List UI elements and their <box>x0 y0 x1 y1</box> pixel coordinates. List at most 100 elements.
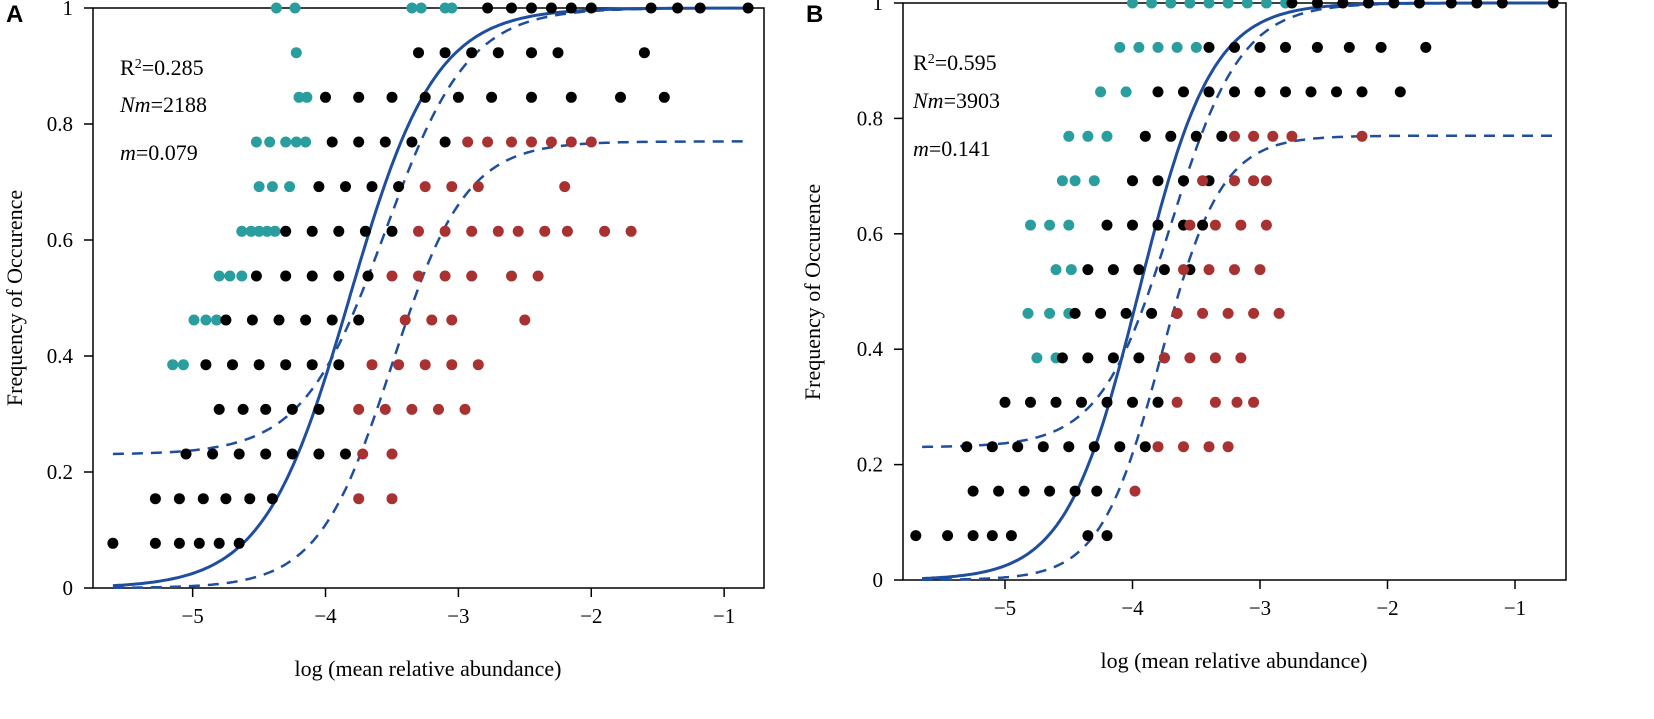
x-tick-label: −3 <box>1249 596 1271 620</box>
data-point-within <box>1229 41 1240 53</box>
x-tick-label: −2 <box>580 604 602 628</box>
data-point-above <box>1044 219 1056 231</box>
data-point-within <box>1394 86 1406 98</box>
data-point-within <box>439 47 451 59</box>
x-tick-label: −5 <box>181 604 203 628</box>
data-point-above <box>253 181 265 193</box>
data-point-within <box>406 136 418 148</box>
data-point-below <box>1171 396 1183 408</box>
data-point-within <box>986 530 998 542</box>
data-point-within <box>220 314 232 326</box>
data-point-within <box>742 2 754 14</box>
axis-ticks: −5 −4 −3 −2 −1 0 0.2 0.4 0.6 0.8 1 <box>47 0 736 628</box>
data-point-below <box>399 314 411 326</box>
data-point-above <box>264 136 276 148</box>
data-point-above <box>1222 0 1234 9</box>
data-point-above <box>1146 0 1158 9</box>
data-point-below <box>1203 441 1215 453</box>
x-tick-label: −4 <box>1121 596 1144 620</box>
data-point-within <box>1082 530 1094 542</box>
data-point-within <box>273 314 285 326</box>
data-point-below <box>393 359 405 371</box>
data-point-below <box>1260 175 1272 187</box>
data-point-within <box>638 47 650 59</box>
data-point-within <box>1471 0 1483 9</box>
data-point-within <box>1337 0 1349 9</box>
data-point-within <box>1343 41 1355 53</box>
data-point-within <box>1063 441 1075 453</box>
data-point-within <box>1088 441 1100 453</box>
data-point-below <box>406 403 418 415</box>
data-point-below <box>1235 219 1247 231</box>
data-point-below <box>439 270 451 282</box>
data-point-within <box>1165 130 1177 142</box>
data-point-within <box>149 493 161 505</box>
data-point-above <box>188 314 200 326</box>
data-point-above <box>250 136 262 148</box>
data-point-within <box>486 91 498 103</box>
x-tick-label: −2 <box>1376 596 1398 620</box>
data-point-above <box>284 181 296 193</box>
data-point-within <box>233 448 245 460</box>
data-point-above <box>1133 41 1145 53</box>
data-point-within <box>492 47 504 59</box>
data-point-within <box>266 493 278 505</box>
data-point-within <box>482 2 494 14</box>
x-tick-label: −3 <box>447 604 469 628</box>
panel-a: A −5 −4 −3 −2 −1 0 0.2 0.4 0.6 0.8 1 R2=0.285 Nm=2… <box>2 0 765 681</box>
panel-label: B <box>806 1 823 28</box>
x-tick-label: −1 <box>713 604 735 628</box>
neutral-fit-curve <box>112 6 751 588</box>
data-point-within <box>1050 396 1062 408</box>
data-points <box>107 2 754 549</box>
data-point-within <box>986 441 998 453</box>
data-point-above <box>1114 41 1126 53</box>
data-point-within <box>326 136 338 148</box>
data-point-within <box>1133 264 1145 276</box>
data-point-within <box>353 91 365 103</box>
data-point-below <box>1152 441 1164 453</box>
data-point-below <box>519 314 531 326</box>
data-point-within <box>1107 352 1119 364</box>
data-point-below <box>492 225 504 237</box>
data-point-within <box>306 270 318 282</box>
data-point-within <box>413 47 424 59</box>
data-point-below <box>1229 264 1240 276</box>
x-axis-title: log (mean relative abundance) <box>1101 648 1368 673</box>
data-point-within <box>565 2 577 14</box>
data-point-above <box>1069 175 1081 187</box>
data-point-within <box>193 537 205 549</box>
data-point-below <box>545 136 557 148</box>
data-point-within <box>359 225 371 237</box>
data-point-within <box>227 359 238 371</box>
data-point-above <box>200 314 212 326</box>
data-point-below <box>1209 219 1221 231</box>
data-point-below <box>1273 307 1285 319</box>
data-point-within <box>1190 130 1202 142</box>
data-point-below <box>599 225 611 237</box>
data-point-above <box>245 225 257 237</box>
data-point-above <box>1165 0 1177 9</box>
data-point-below <box>419 359 431 371</box>
x-tick-label: −4 <box>314 604 337 628</box>
y-axis-title: Frequency of Occurence <box>800 184 825 400</box>
data-point-within <box>672 2 684 14</box>
data-point-below <box>1222 441 1234 453</box>
data-point-above <box>253 225 265 237</box>
y-tick-label: 1 <box>873 0 884 15</box>
data-point-below <box>1248 396 1260 408</box>
data-point-above <box>290 47 302 59</box>
data-point-within <box>340 448 351 460</box>
data-point-above <box>1101 130 1113 142</box>
data-point-below <box>379 403 391 415</box>
data-point-within <box>237 403 249 415</box>
data-point-below <box>512 225 524 237</box>
data-point-within <box>526 91 537 103</box>
data-point-above <box>213 270 225 282</box>
data-point-below <box>1231 396 1243 408</box>
data-point-below <box>1184 219 1196 231</box>
data-point-within <box>1203 86 1215 98</box>
data-point-within <box>1114 441 1126 453</box>
data-point-within <box>1305 86 1317 98</box>
data-point-below <box>419 181 431 193</box>
